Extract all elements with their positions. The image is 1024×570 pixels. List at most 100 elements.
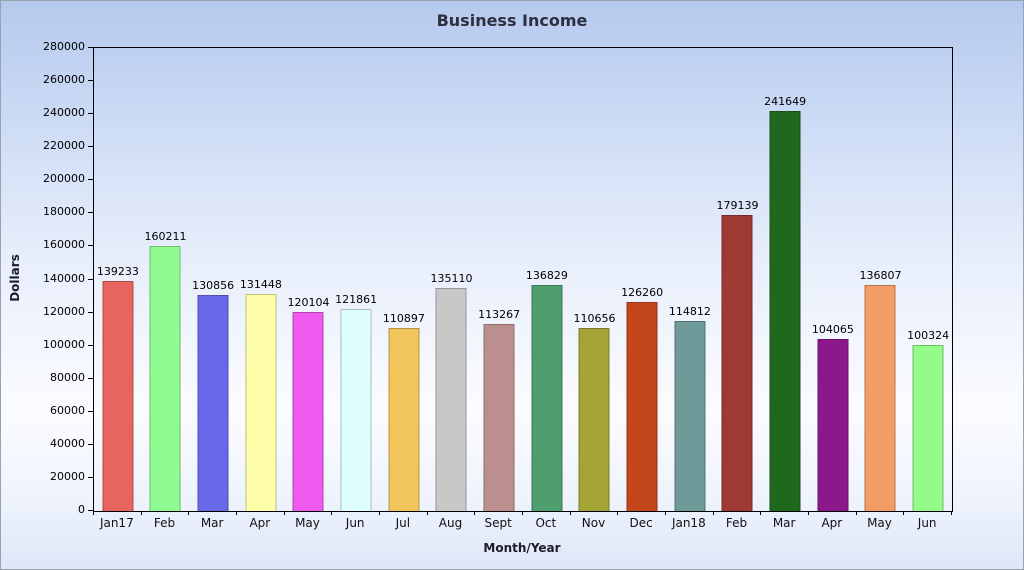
x-tick-label: Oct bbox=[535, 516, 557, 530]
bar-slot: 135110 bbox=[428, 48, 476, 511]
y-tick-label: 40000 bbox=[50, 436, 85, 450]
y-tick-label: 100000 bbox=[43, 337, 85, 351]
x-tick-label: Feb bbox=[725, 516, 748, 530]
y-axis-title: Dollars bbox=[8, 254, 22, 302]
x-tick-label: Jul bbox=[395, 516, 411, 530]
x-tick-label: Jan17 bbox=[99, 516, 134, 530]
x-tick-mark bbox=[331, 511, 333, 515]
x-tick-mark bbox=[188, 511, 190, 515]
x-tick-label: Apr bbox=[821, 516, 843, 530]
y-tick-mark bbox=[88, 344, 93, 346]
bar-value-label: 179139 bbox=[716, 199, 759, 212]
x-tick-label: Jun bbox=[917, 516, 937, 530]
y-tick-label: 280000 bbox=[43, 40, 85, 53]
y-tick-mark bbox=[88, 212, 93, 214]
bar bbox=[245, 294, 277, 511]
bar-value-label: 114812 bbox=[668, 305, 711, 318]
bar-slot: 126260 bbox=[618, 48, 666, 511]
bar-slot: 179139 bbox=[714, 48, 762, 511]
x-tick-label: Dec bbox=[629, 516, 653, 530]
bar-value-label: 120104 bbox=[287, 296, 330, 309]
x-tick-mark bbox=[808, 511, 809, 515]
bar-value-label: 100324 bbox=[907, 329, 950, 342]
x-tick-mark bbox=[93, 511, 94, 515]
x-tick-label: Aug bbox=[438, 516, 463, 530]
x-axis-title: Month/Year bbox=[483, 541, 561, 555]
x-tick-label: Mar bbox=[200, 516, 224, 530]
bar-slot: 100324 bbox=[904, 48, 952, 511]
y-tick-mark bbox=[88, 47, 93, 48]
bar bbox=[864, 285, 896, 511]
bar bbox=[626, 302, 658, 511]
y-tick-label: 220000 bbox=[43, 139, 85, 153]
bar-value-label: 113267 bbox=[478, 308, 521, 321]
bar-value-label: 135110 bbox=[430, 272, 473, 285]
bar bbox=[102, 281, 134, 511]
y-tick-label: 200000 bbox=[43, 172, 85, 186]
x-tick-label: Mar bbox=[772, 516, 796, 530]
y-tick-mark bbox=[88, 179, 93, 181]
x-tick-label: May bbox=[295, 516, 320, 530]
y-tick-label: 80000 bbox=[50, 370, 85, 384]
bar-value-label: 136829 bbox=[525, 269, 568, 282]
y-tick-label: 0 bbox=[78, 503, 85, 516]
x-tick-label: Jun bbox=[345, 516, 365, 530]
y-tick-mark bbox=[88, 311, 93, 313]
bar bbox=[817, 339, 849, 511]
y-tick-mark bbox=[88, 113, 93, 115]
x-tick-mark bbox=[426, 511, 428, 515]
x-tick-mark bbox=[522, 511, 523, 515]
bar bbox=[912, 345, 944, 511]
bar-slot: 110897 bbox=[380, 48, 428, 511]
x-tick-mark bbox=[760, 511, 762, 515]
x-tick-label: Jan18 bbox=[671, 516, 706, 530]
bar bbox=[197, 295, 229, 511]
y-tick-label: 260000 bbox=[43, 73, 85, 87]
y-tick-label: 140000 bbox=[43, 271, 85, 285]
bar-slot: 139233 bbox=[94, 48, 142, 511]
y-tick-label: 20000 bbox=[50, 469, 85, 483]
bar-slot: 120104 bbox=[285, 48, 333, 511]
bar-slot: 131448 bbox=[237, 48, 285, 511]
x-tick-mark bbox=[236, 511, 237, 515]
bar bbox=[483, 324, 515, 511]
bar-value-label: 139233 bbox=[96, 265, 139, 278]
x-tick-mark bbox=[712, 511, 714, 515]
bar-value-label: 121861 bbox=[335, 293, 378, 306]
bar bbox=[340, 309, 372, 511]
bar bbox=[578, 328, 610, 511]
bar-value-label: 130856 bbox=[192, 279, 235, 292]
x-tick-label: Sept bbox=[484, 516, 512, 530]
x-tick-mark bbox=[474, 511, 476, 515]
bar-slot: 110656 bbox=[571, 48, 619, 511]
x-tick-mark bbox=[903, 511, 905, 515]
bar-slot: 136829 bbox=[523, 48, 571, 511]
y-tick-mark bbox=[88, 245, 93, 247]
y-tick-mark bbox=[88, 146, 93, 148]
y-tick-mark bbox=[88, 278, 93, 280]
x-tick-mark bbox=[617, 511, 619, 515]
bar-slot: 136807 bbox=[857, 48, 905, 511]
bar bbox=[721, 215, 753, 511]
x-tick-label: Nov bbox=[581, 516, 606, 530]
x-tick-mark bbox=[140, 511, 142, 515]
y-tick-mark bbox=[88, 377, 93, 379]
x-tick-mark bbox=[569, 511, 571, 515]
bar-slot: 160211 bbox=[142, 48, 190, 511]
bar-value-label: 160211 bbox=[144, 230, 187, 243]
bar bbox=[531, 285, 563, 511]
bar bbox=[435, 288, 467, 511]
bar-value-label: 241649 bbox=[764, 95, 807, 108]
bar-value-label: 131448 bbox=[239, 278, 282, 291]
bar bbox=[769, 111, 801, 511]
chart-title: Business Income bbox=[436, 11, 588, 30]
bar-value-label: 110897 bbox=[382, 312, 425, 325]
y-tick-mark bbox=[88, 410, 93, 412]
y-tick-mark bbox=[88, 80, 93, 82]
y-tick-mark bbox=[88, 476, 93, 478]
bar-value-label: 110656 bbox=[573, 312, 616, 325]
bar-slot: 130856 bbox=[189, 48, 237, 511]
x-tick-label: May bbox=[867, 516, 892, 530]
x-tick-label: Feb bbox=[153, 516, 176, 530]
